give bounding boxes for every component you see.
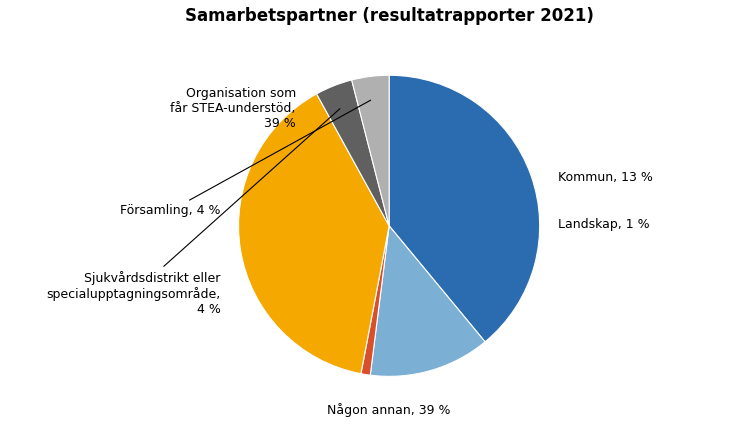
Text: Församling, 4 %: Församling, 4 %	[120, 100, 370, 217]
Wedge shape	[238, 94, 389, 374]
Wedge shape	[389, 75, 540, 342]
Wedge shape	[361, 226, 389, 375]
Wedge shape	[352, 75, 389, 226]
Wedge shape	[370, 226, 485, 376]
Text: Organisation som
får STEA-understöd,
39 %: Organisation som får STEA-understöd, 39 …	[170, 87, 296, 130]
Text: Sjukvårdsdistrikt eller
specialupptagningsområde,
4 %: Sjukvårdsdistrikt eller specialupptagnin…	[46, 109, 340, 316]
Text: Landskap, 1 %: Landskap, 1 %	[558, 218, 650, 231]
Text: Någon annan, 39 %: Någon annan, 39 %	[327, 403, 451, 417]
Text: Kommun, 13 %: Kommun, 13 %	[558, 171, 652, 184]
Title: Samarbetspartner (resultatrapporter 2021): Samarbetspartner (resultatrapporter 2021…	[184, 7, 593, 25]
Wedge shape	[316, 80, 389, 226]
